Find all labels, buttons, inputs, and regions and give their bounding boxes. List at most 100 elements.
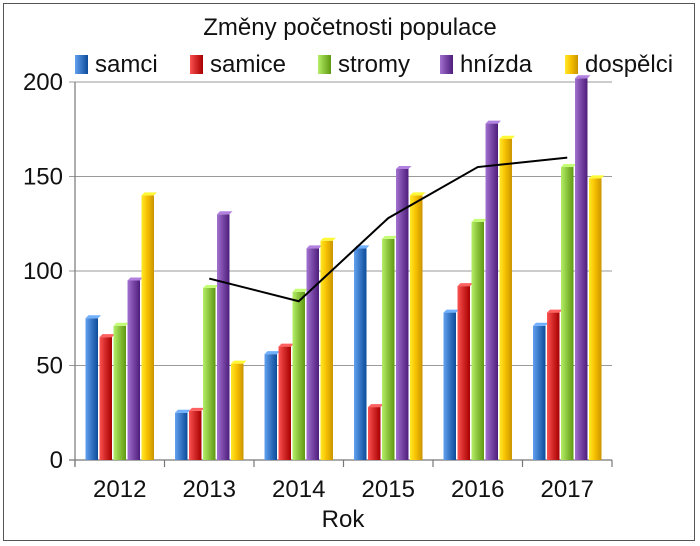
bar-samci-2012 xyxy=(85,315,101,460)
bar-cap xyxy=(85,315,101,319)
bar xyxy=(354,248,367,460)
bar-dospělci-2014 xyxy=(320,237,336,460)
legend-item-hnízda: hnízda xyxy=(440,51,533,78)
legend-swatch xyxy=(75,55,88,74)
bar-stromy-2014 xyxy=(292,288,308,460)
bar xyxy=(264,354,277,460)
bar-samci-2014 xyxy=(264,351,280,460)
bar-cap xyxy=(278,343,294,347)
legend-label: samci xyxy=(95,51,158,78)
legend-item-samci: samci xyxy=(75,51,158,78)
bar-cap xyxy=(547,309,563,313)
x-tick-label: 2015 xyxy=(362,476,415,503)
bar-hnízda-2015 xyxy=(396,165,412,460)
bar xyxy=(485,123,498,460)
legend-label: samice xyxy=(210,51,286,78)
bar-cap xyxy=(141,192,157,196)
bar-cap xyxy=(127,277,143,281)
bar xyxy=(547,312,560,460)
bar-cap xyxy=(264,351,280,355)
bar-cap xyxy=(99,334,115,338)
x-tick-label: 2017 xyxy=(541,476,594,503)
bar-samice-2015 xyxy=(368,404,384,460)
x-tick-label: 2012 xyxy=(93,476,146,503)
bar xyxy=(471,221,484,460)
bar-samice-2017 xyxy=(547,309,563,460)
bar-dospělci-2012 xyxy=(141,192,157,460)
bar-stromy-2013 xyxy=(203,285,219,460)
bar xyxy=(203,288,216,460)
bar-hnízda-2014 xyxy=(306,245,322,460)
x-axis: 2012 2013 2014 2015 2016 2017 xyxy=(69,459,613,503)
bar xyxy=(278,346,291,460)
legend-label: stromy xyxy=(338,51,410,78)
bar-cap xyxy=(217,211,233,215)
legend-item-dospělci: dospělci xyxy=(565,51,673,78)
bar xyxy=(533,325,546,460)
bar-cap xyxy=(410,192,426,196)
bar xyxy=(443,312,456,460)
bar xyxy=(382,238,395,460)
chart-title: Změny početnosti populace xyxy=(203,14,497,41)
bar-samci-2017 xyxy=(533,322,549,460)
bar-cap xyxy=(561,164,577,168)
bar-dospělci-2015 xyxy=(410,192,426,460)
bar-hnízda-2013 xyxy=(217,211,233,460)
bar-samci-2015 xyxy=(354,245,370,460)
bar xyxy=(589,178,602,460)
trend-line-group xyxy=(209,156,568,303)
bar-cap xyxy=(457,283,473,287)
legend: samci samice stromy hnízda dospělci xyxy=(75,51,673,78)
bar xyxy=(141,195,154,460)
bar-cap xyxy=(203,285,219,289)
bar-dospělci-2016 xyxy=(499,135,515,460)
bar xyxy=(457,286,470,460)
bar-stromy-2012 xyxy=(113,322,129,460)
bar-samci-2013 xyxy=(175,409,191,460)
bar-stromy-2016 xyxy=(471,218,487,460)
bar-hnízda-2017 xyxy=(575,75,591,460)
y-tick-label: 0 xyxy=(50,447,63,474)
bar xyxy=(561,167,574,461)
y-tick-label: 150 xyxy=(23,164,63,191)
x-tick-label: 2016 xyxy=(451,476,504,503)
y-axis: 0 50 100 150 200 xyxy=(23,69,76,474)
legend-swatch xyxy=(318,55,331,74)
y-tick-label: 100 xyxy=(23,258,63,285)
bar-hnízda-2016 xyxy=(485,120,501,460)
legend-item-stromy: stromy xyxy=(318,51,410,78)
legend-item-samice: samice xyxy=(190,51,286,78)
y-tick-label: 200 xyxy=(23,69,63,96)
bar-cap xyxy=(175,409,191,413)
legend-swatch xyxy=(190,55,203,74)
bars xyxy=(85,75,605,461)
y-tick-label: 50 xyxy=(36,353,63,380)
bar-stromy-2017 xyxy=(561,164,577,461)
bar-dospělci-2013 xyxy=(231,360,247,460)
bar xyxy=(306,248,319,460)
bar-cap xyxy=(189,407,205,411)
bar xyxy=(99,337,112,460)
bar-cap xyxy=(231,360,247,364)
bar xyxy=(410,195,423,460)
bar xyxy=(575,78,588,460)
bar-cap xyxy=(485,120,501,124)
bar xyxy=(127,280,140,460)
bar xyxy=(231,363,244,460)
bar-samice-2012 xyxy=(99,334,115,460)
legend-swatch xyxy=(565,55,578,74)
bar-cap xyxy=(589,175,605,179)
bar-stromy-2015 xyxy=(382,235,398,460)
bar xyxy=(175,412,188,460)
legend-label: dospělci xyxy=(585,51,673,78)
bar xyxy=(217,214,230,460)
bar-cap xyxy=(368,404,384,408)
bar xyxy=(85,318,98,460)
bar xyxy=(499,138,512,460)
bar-samice-2016 xyxy=(457,283,473,460)
bar-cap xyxy=(382,235,398,239)
bar-cap xyxy=(533,322,549,326)
bar-cap xyxy=(471,218,487,222)
x-tick-label: 2014 xyxy=(272,476,325,503)
